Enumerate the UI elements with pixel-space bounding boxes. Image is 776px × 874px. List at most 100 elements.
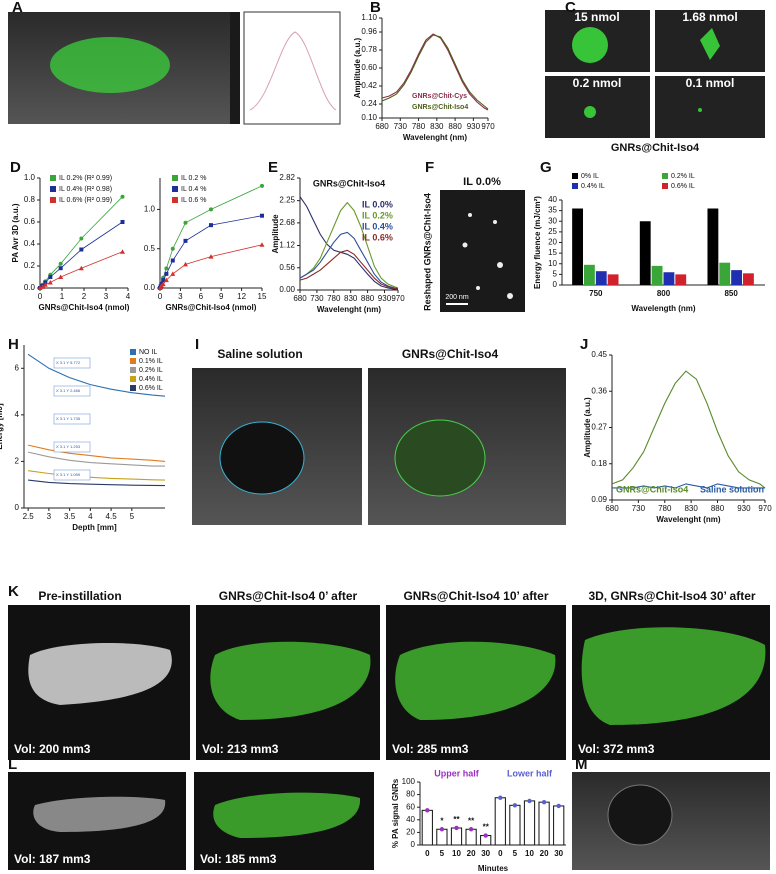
bar xyxy=(465,828,477,846)
k-title: GNRs@Chit-Iso4 10’ after xyxy=(403,589,548,603)
x-tick-label: 5 xyxy=(440,849,445,858)
y-tick-label: 1.12 xyxy=(279,241,295,250)
legend-label: GNRs@Chit-Iso4 xyxy=(616,484,688,494)
k-title: GNRs@Chit-Iso4 0’ after xyxy=(219,589,358,603)
bar-top xyxy=(512,803,518,808)
y-tick-label: 0.24 xyxy=(361,99,377,108)
line-series xyxy=(27,353,166,397)
x-tick-label: 5 xyxy=(513,849,518,858)
point xyxy=(40,284,46,289)
x-tick-label: 3 xyxy=(178,292,183,301)
point xyxy=(79,247,84,252)
x-axis-label: Minutes xyxy=(478,864,509,873)
panel-letter: M xyxy=(575,756,588,773)
y-tick-label: 0.18 xyxy=(591,459,607,468)
fit-line xyxy=(159,244,263,289)
x-tick-label: 4 xyxy=(126,292,131,301)
legend-label: 0.4% IL xyxy=(139,376,163,383)
point xyxy=(161,278,166,283)
legend-label: IL 0.0% xyxy=(362,199,393,209)
point xyxy=(47,280,53,285)
significance: ** xyxy=(483,823,490,832)
bar xyxy=(538,801,550,846)
x-tick-label: 970 xyxy=(481,122,495,131)
bar xyxy=(509,804,521,846)
legend-swatch xyxy=(172,197,178,203)
y-tick-label: 30 xyxy=(548,216,557,225)
x-tick-label: 2 xyxy=(82,292,87,301)
x-tick-label: 930 xyxy=(467,122,481,131)
legend-label: GNRs@Chit-Iso4 xyxy=(412,104,468,111)
legend-label: IL 0.2% (R² 0.99) xyxy=(59,175,112,182)
legend-label: IL 0.6% xyxy=(362,232,393,242)
point xyxy=(42,282,48,287)
bar xyxy=(719,262,731,285)
significance: ** xyxy=(468,816,475,825)
bar xyxy=(607,274,619,285)
y-axis-label: % PA signal GNRs xyxy=(391,778,400,848)
fit-line xyxy=(39,221,123,289)
point xyxy=(120,249,125,254)
point xyxy=(209,207,213,212)
legend-swatch xyxy=(130,349,136,355)
bar-top xyxy=(527,798,532,804)
panel-letter: L xyxy=(8,756,17,773)
y-axis-label: Energy [mJ] xyxy=(0,403,4,450)
x-tick-label: 880 xyxy=(361,294,375,303)
scale-bar xyxy=(230,12,240,124)
panel-letter: K xyxy=(8,583,19,600)
x-tick-label: 6 xyxy=(199,292,204,301)
x-tick-label: 4 xyxy=(88,512,93,521)
y-axis-label: PA Avr 3D (a.u.) xyxy=(11,203,20,262)
bar xyxy=(523,800,536,846)
bar xyxy=(572,208,583,285)
x-tick-label: 0 xyxy=(38,292,43,301)
k-images xyxy=(8,605,770,760)
panel-letter: I xyxy=(195,336,199,353)
line-series xyxy=(299,201,399,289)
legend-swatch xyxy=(130,385,136,391)
y-axis-label: Amplitude xyxy=(271,214,280,254)
point xyxy=(164,271,169,276)
legend-label: Saline solution xyxy=(700,484,764,494)
bar-top xyxy=(498,795,503,800)
annotation-box xyxy=(53,385,91,397)
y-tick-label: 15 xyxy=(548,248,557,257)
x-tick-label: 830 xyxy=(684,504,698,513)
x-tick-label: 730 xyxy=(310,294,324,303)
point xyxy=(259,242,265,247)
particles xyxy=(462,213,513,299)
y-tick-label: 40 xyxy=(548,195,557,204)
bar xyxy=(450,827,463,846)
tumor-pa xyxy=(394,419,486,497)
x-tick-label: 780 xyxy=(412,122,426,131)
x-tick-label: 1 xyxy=(60,292,65,301)
y-tick-label: 1.0 xyxy=(24,173,36,182)
x-tick-label: 2.5 xyxy=(23,512,35,521)
scale-label: 200 nm xyxy=(445,294,469,301)
x-tick-label: 850 xyxy=(724,289,738,298)
pa-overlay xyxy=(50,37,170,93)
legend-swatch xyxy=(662,183,668,189)
x-tick-label: 750 xyxy=(589,289,603,298)
point xyxy=(170,246,175,251)
y-tick-label: 0 xyxy=(15,503,20,512)
f-side-label: Reshaped GNRs@Chit-Iso4 xyxy=(422,193,432,311)
bar-top xyxy=(468,827,474,832)
legend-label: GNRs@Chit-Cys xyxy=(412,93,467,100)
legend-swatch xyxy=(172,186,178,192)
bar xyxy=(639,221,651,285)
y-tick-label: 0.4 xyxy=(24,239,36,248)
y-tick-label: 20 xyxy=(406,828,415,837)
legend-label: 0.6% IL xyxy=(139,385,163,392)
panel-letter: C xyxy=(565,0,576,16)
k-volume: Vol: 285 mm3 xyxy=(392,742,469,756)
legend-swatch xyxy=(130,358,136,364)
x-tick-label: 930 xyxy=(378,294,392,303)
y-tick-label: 0.0 xyxy=(144,283,156,292)
bar-top xyxy=(541,799,547,805)
chart-title: GNRs@Chit-Iso4 xyxy=(313,178,385,188)
y-tick-label: 40 xyxy=(406,815,415,824)
x-axis-label: GNRs@Chit-Iso4 (nmol) xyxy=(39,303,130,312)
x-axis-label: GNRs@Chit-Iso4 (nmol) xyxy=(166,303,257,312)
